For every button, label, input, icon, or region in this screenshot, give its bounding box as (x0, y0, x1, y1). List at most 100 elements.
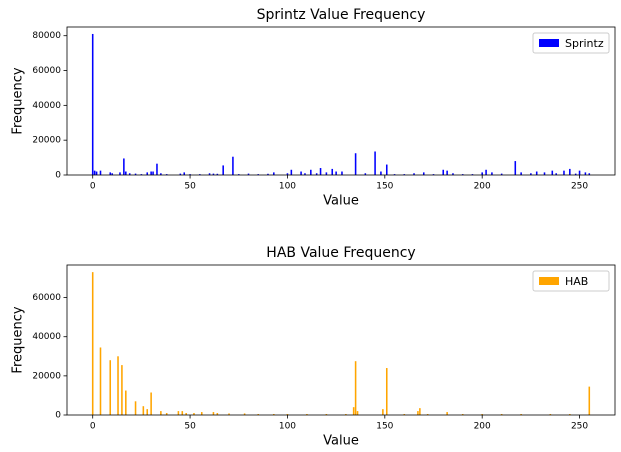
bar (385, 164, 388, 175)
bar (569, 414, 571, 415)
bar (125, 390, 127, 415)
bar (481, 172, 483, 175)
bar (208, 173, 211, 175)
bar (306, 414, 308, 415)
bar (300, 171, 302, 175)
bar (520, 414, 522, 415)
bar (574, 173, 577, 175)
bar (331, 168, 334, 175)
y-tick-label: 60000 (32, 293, 61, 303)
bar (461, 174, 464, 175)
bar (345, 414, 347, 415)
bar (520, 172, 522, 175)
bar (216, 173, 219, 175)
bar (160, 173, 162, 175)
bar (422, 172, 425, 175)
x-tick-label: 50 (184, 422, 196, 432)
y-tick-label: 40000 (32, 332, 61, 342)
y-tick-label: 80000 (32, 31, 61, 41)
legend-box (532, 270, 610, 292)
bar (181, 411, 184, 415)
bar (216, 413, 219, 415)
bar (160, 411, 162, 415)
bar (200, 412, 203, 415)
y-tick-label: 0 (55, 171, 61, 181)
bar (325, 172, 328, 175)
x-tick-label: 100 (279, 182, 296, 192)
bar (146, 172, 149, 175)
y-tick-label: 20000 (32, 371, 61, 381)
x-tick-label: 0 (90, 182, 96, 192)
bar (481, 414, 483, 415)
bar (232, 156, 234, 175)
bar (325, 414, 328, 415)
bar (530, 173, 532, 175)
bar (382, 409, 384, 415)
bar (125, 171, 127, 175)
bar (563, 170, 565, 175)
bar (543, 172, 546, 175)
bar (551, 170, 554, 175)
chart-title: HAB Value Frequency (266, 245, 415, 261)
bar (150, 392, 152, 415)
bar (290, 169, 293, 175)
x-axis-label: Value (323, 194, 359, 209)
bar (243, 413, 246, 415)
bar (403, 174, 406, 175)
bar (273, 172, 275, 175)
bar (413, 173, 415, 175)
bar (374, 151, 376, 175)
legend-swatch (539, 277, 559, 285)
bar (228, 413, 230, 415)
y-tick-label: 40000 (32, 101, 61, 111)
x-tick-label: 250 (571, 422, 588, 432)
bar (310, 169, 312, 175)
bar (514, 161, 517, 175)
bar (134, 173, 137, 175)
axes-frame (66, 26, 616, 176)
bar (267, 173, 269, 175)
legend-box (532, 32, 610, 54)
bar (222, 165, 224, 175)
bar (257, 174, 260, 175)
bar (212, 173, 215, 175)
bar (165, 413, 168, 415)
bar (446, 170, 448, 175)
bar (99, 347, 102, 415)
bar (286, 414, 289, 415)
bar (128, 173, 131, 175)
bar (419, 408, 421, 415)
bar (119, 172, 121, 175)
bar (385, 368, 388, 415)
bar (109, 360, 112, 415)
bar (578, 170, 581, 175)
y-axis-label: Frequency (11, 67, 26, 134)
bar (91, 33, 94, 175)
bar (109, 172, 112, 175)
bar (588, 173, 591, 175)
chart-title: Sprintz Value Frequency (257, 7, 426, 23)
y-axis-label: Frequency (11, 306, 26, 373)
bar (193, 413, 195, 415)
bar (417, 411, 419, 415)
bar (257, 414, 260, 415)
bar (304, 173, 306, 175)
bar (335, 171, 337, 175)
bar (569, 168, 571, 175)
bar (364, 173, 367, 175)
bar (142, 406, 145, 415)
bar (93, 170, 96, 175)
bar (471, 174, 474, 175)
y-tick-label: 20000 (32, 136, 61, 146)
x-tick-label: 50 (184, 182, 196, 192)
bar (99, 170, 102, 175)
bar (319, 168, 322, 175)
bar (117, 356, 119, 415)
bar (146, 409, 149, 415)
bar (177, 411, 180, 415)
bar (500, 173, 503, 175)
x-tick-label: 150 (376, 182, 393, 192)
x-tick-label: 100 (279, 422, 296, 432)
y-tick-label: 0 (55, 411, 61, 421)
bar (584, 172, 587, 175)
